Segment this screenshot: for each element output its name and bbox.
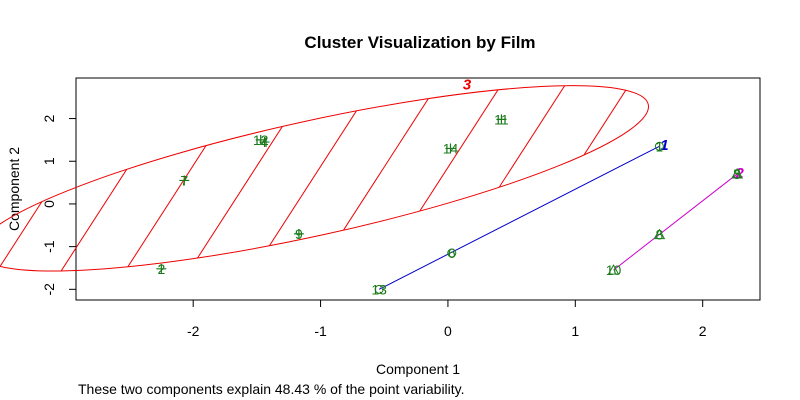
x-tick-label-4: 2 [699,323,707,339]
point-10-label: 10 [606,262,622,278]
x-axis-label: Component 1 [376,361,460,377]
x-tick-label-0: -2 [187,323,200,339]
x-tick-label-2: 0 [444,323,452,339]
point-13: 13 [371,281,387,297]
y-axis-label: Component 2 [6,147,22,231]
point-13-label: 13 [371,281,387,297]
cluster-3-hatch-line [709,0,800,358]
point-6-marker [447,248,457,258]
point-2: 2 [156,261,167,277]
cluster-3-hatch-line [580,48,661,309]
point-7-label: 7 [180,172,188,188]
point-2-label: 2 [157,261,165,277]
point-1-marker [654,141,664,151]
point-12-label: 12 [253,132,269,148]
y-tick-label-2: 0 [41,200,57,208]
clusters-layer: 123 [0,0,800,358]
point-12: 12 [253,132,269,148]
point-9-marker [293,228,304,239]
point-5-label: 5 [733,166,741,182]
cluster-3-shading [0,0,800,358]
point-11: 11 [494,111,509,127]
cluster-3-hatch-line [4,48,238,309]
cluster-3-hatch-line [0,48,174,309]
point-8-label: 8 [655,227,663,243]
point-11-label: 11 [494,111,509,127]
y-tick-label-3: 1 [41,157,57,165]
y-tick-label-4: 2 [41,114,57,122]
point-3-label: 3 [733,166,741,182]
cluster-3-hatch-line [773,0,800,358]
point-9: 9 [293,226,304,242]
cluster-3-hatch-line [452,48,661,309]
cluster-3-hatch-line [644,48,661,309]
point-1: 1 [654,138,664,154]
point-5-marker [731,168,743,179]
chart-title: Cluster Visualization by Film [304,33,535,52]
point-9-label: 9 [295,226,303,242]
cluster-3-hatch-line [132,48,366,309]
point-4-label: 4 [261,134,269,150]
point-7: 7 [179,172,190,188]
cluster-3-hatch-line [260,48,494,309]
y-tick-label-0: -2 [41,283,57,296]
x-tick-label-3: 1 [571,323,579,339]
point-10: 10 [606,262,622,278]
point-5: 5 [731,166,743,182]
point-14: 14 [443,140,459,156]
point-10-marker [607,264,620,275]
point-2-marker [156,263,167,274]
cluster-2-segment [613,173,738,271]
cluster-3-hatch-line [516,48,661,309]
y-tick-label-1: -1 [41,240,57,253]
cluster-3-ellipse [0,85,649,272]
point-12-marker [255,134,266,145]
cluster-3-hatch-line [196,48,430,309]
point-1-label: 1 [655,138,663,154]
footnote: These two components explain 48.43 % of … [78,381,465,397]
point-11-marker [496,114,507,125]
point-7-marker [179,175,190,186]
cluster-3-hatch-line [388,48,622,309]
point-14-label: 14 [443,140,459,156]
point-6-label: 6 [448,245,456,261]
x-tick-label-1: -1 [314,323,327,339]
point-13-marker [374,284,384,294]
cluster-3-label: 3 [463,76,472,93]
cluster-1-label: 1 [660,137,668,154]
point-14-marker [445,143,456,154]
point-8-marker [653,228,666,240]
cluster-1-segment [378,145,660,290]
plot-frame [75,77,761,301]
point-8: 8 [653,227,666,243]
point-6: 6 [447,245,457,261]
